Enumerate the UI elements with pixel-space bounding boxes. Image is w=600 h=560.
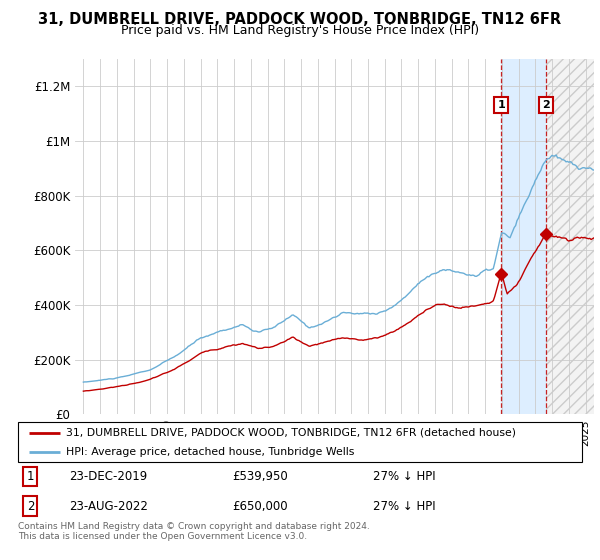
Text: 27% ↓ HPI: 27% ↓ HPI <box>373 500 436 513</box>
Text: 27% ↓ HPI: 27% ↓ HPI <box>373 470 436 483</box>
Text: 23-AUG-2022: 23-AUG-2022 <box>69 500 148 513</box>
Text: 1: 1 <box>497 100 505 110</box>
Text: 2: 2 <box>26 500 34 513</box>
Bar <box>546 59 594 414</box>
Bar <box>502 59 546 414</box>
Text: 23-DEC-2019: 23-DEC-2019 <box>69 470 147 483</box>
Text: 1: 1 <box>26 470 34 483</box>
Text: £650,000: £650,000 <box>232 500 288 513</box>
Text: 31, DUMBRELL DRIVE, PADDOCK WOOD, TONBRIDGE, TN12 6FR (detached house): 31, DUMBRELL DRIVE, PADDOCK WOOD, TONBRI… <box>66 428 516 438</box>
Text: Contains HM Land Registry data © Crown copyright and database right 2024.
This d: Contains HM Land Registry data © Crown c… <box>18 522 370 542</box>
FancyBboxPatch shape <box>18 422 582 462</box>
Text: 31, DUMBRELL DRIVE, PADDOCK WOOD, TONBRIDGE, TN12 6FR: 31, DUMBRELL DRIVE, PADDOCK WOOD, TONBRI… <box>38 12 562 27</box>
Text: £539,950: £539,950 <box>232 470 288 483</box>
Text: 2: 2 <box>542 100 550 110</box>
Text: Price paid vs. HM Land Registry's House Price Index (HPI): Price paid vs. HM Land Registry's House … <box>121 24 479 37</box>
Text: HPI: Average price, detached house, Tunbridge Wells: HPI: Average price, detached house, Tunb… <box>66 447 355 457</box>
